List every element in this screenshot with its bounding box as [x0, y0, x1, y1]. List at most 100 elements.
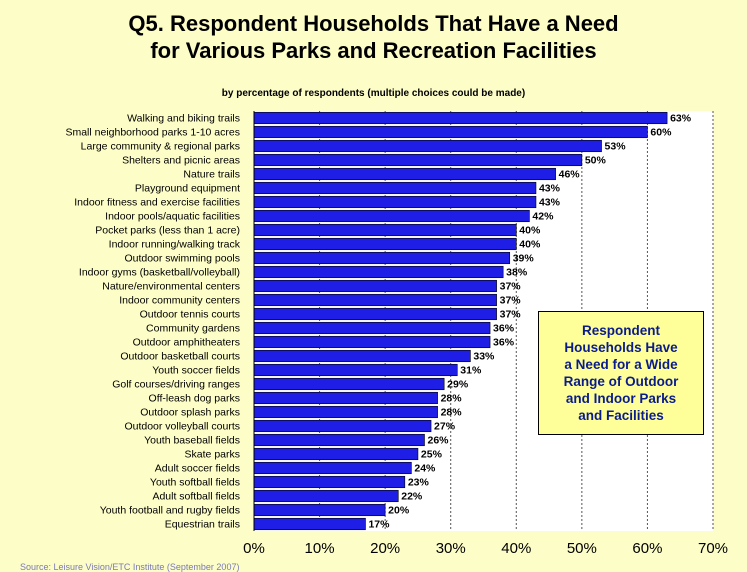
chart-title-line-2: for Various Parks and Recreation Facilit…: [150, 38, 597, 63]
category-label: Indoor fitness and exercise facilities: [74, 197, 240, 209]
category-label: Nature/environmental centers: [102, 281, 240, 293]
bar: [253, 195, 537, 209]
callout-box: Respondent Households Have a Need for a …: [538, 311, 704, 435]
x-tick-label: 30%: [436, 540, 466, 557]
bar: [253, 503, 386, 517]
value-label: 46%: [559, 169, 581, 181]
category-label: Shelters and picnic areas: [122, 155, 240, 167]
category-label: Outdoor swimming pools: [124, 253, 240, 265]
bar: [253, 265, 504, 279]
value-label: 39%: [513, 253, 535, 265]
category-label: Large community & regional parks: [81, 141, 240, 153]
category-label: Playground equipment: [135, 183, 240, 195]
chart-title-line-1: Q5. Respondent Households That Have a Ne…: [128, 11, 619, 36]
category-label: Small neighborhood parks 1-10 acres: [65, 127, 240, 139]
x-tick-label: 40%: [501, 540, 531, 557]
category-label: Youth soccer fields: [152, 365, 240, 377]
value-label: 29%: [447, 379, 469, 391]
chart-subtitle: by percentage of respondents (multiple c…: [221, 88, 526, 99]
bar: [253, 181, 537, 195]
category-label: Outdoor volleyball courts: [124, 421, 240, 433]
bar: [253, 125, 648, 139]
value-label: 26%: [427, 435, 449, 447]
x-tick-label: 10%: [305, 540, 335, 557]
bar: [253, 209, 530, 223]
category-label: Outdoor tennis courts: [140, 309, 240, 321]
value-label: 36%: [493, 323, 515, 335]
value-label: 23%: [408, 477, 430, 489]
bar: [253, 391, 438, 405]
bar: [253, 377, 445, 391]
category-label: Skate parks: [185, 449, 240, 461]
category-label: Golf courses/driving ranges: [112, 379, 240, 391]
bar: [253, 237, 517, 251]
value-label: 43%: [539, 197, 561, 209]
x-tick-label: 50%: [567, 540, 597, 557]
bar: [253, 475, 406, 489]
value-label: 20%: [388, 505, 410, 517]
category-label: Youth softball fields: [150, 477, 240, 489]
category-label: Outdoor splash parks: [140, 407, 240, 419]
category-label: Adult softball fields: [152, 491, 240, 503]
value-label: 63%: [670, 113, 692, 125]
bar: [253, 447, 419, 461]
category-label: Youth football and rugby fields: [100, 505, 240, 517]
category-label: Outdoor amphitheaters: [133, 337, 240, 349]
category-label: Walking and biking trails: [127, 113, 240, 125]
bar: [253, 293, 497, 307]
bar: [253, 111, 668, 125]
x-tick-label: 20%: [370, 540, 400, 557]
bar: [253, 433, 425, 447]
value-label: 33%: [473, 351, 495, 363]
value-label: 40%: [519, 225, 541, 237]
category-label: Indoor pools/aquatic facilities: [105, 211, 240, 223]
bar: [253, 405, 438, 419]
category-label: Indoor running/walking track: [109, 239, 241, 251]
category-label: Indoor community centers: [119, 295, 240, 307]
value-label: 24%: [414, 463, 436, 475]
bar: [253, 251, 511, 265]
bar: [253, 279, 497, 293]
value-label: 28%: [441, 407, 463, 419]
value-label: 42%: [532, 211, 554, 223]
value-label: 40%: [519, 239, 541, 251]
category-label: Community gardens: [146, 323, 240, 335]
bar: [253, 153, 583, 167]
bar: [253, 321, 491, 335]
value-label: 22%: [401, 491, 423, 503]
category-label: Adult soccer fields: [155, 463, 240, 475]
bar: [253, 363, 458, 377]
value-label: 43%: [539, 183, 561, 195]
bar: [253, 349, 471, 363]
bar: [253, 461, 412, 475]
value-label: 31%: [460, 365, 482, 377]
x-tick-label: 60%: [632, 540, 662, 557]
chart-title: Q5. Respondent Households That Have a Ne…: [0, 10, 747, 64]
bar: [253, 223, 517, 237]
bar: [253, 139, 602, 153]
bar: [253, 517, 366, 531]
value-label: 27%: [434, 421, 456, 433]
bar: [253, 489, 399, 503]
value-label: 36%: [493, 337, 515, 349]
bar: [253, 167, 556, 181]
value-label: 17%: [368, 519, 390, 531]
value-label: 37%: [500, 309, 522, 321]
value-label: 28%: [441, 393, 463, 405]
category-label: Outdoor basketball courts: [120, 351, 240, 363]
bar: [253, 335, 491, 349]
category-label: Nature trails: [183, 169, 240, 181]
value-label: 50%: [585, 155, 607, 167]
bar: [253, 307, 497, 321]
category-label: Off-leash dog parks: [149, 393, 240, 405]
value-label: 37%: [500, 295, 522, 307]
value-label: 37%: [500, 281, 522, 293]
source-footer: Source: Leisure Vision/ETC Institute (Se…: [20, 562, 240, 572]
bar: [253, 419, 432, 433]
value-label: 60%: [650, 127, 672, 139]
category-label: Equestrian trails: [165, 519, 240, 531]
category-label: Youth baseball fields: [144, 435, 240, 447]
x-tick-label: 0%: [243, 540, 265, 557]
x-tick-label: 70%: [698, 540, 728, 557]
